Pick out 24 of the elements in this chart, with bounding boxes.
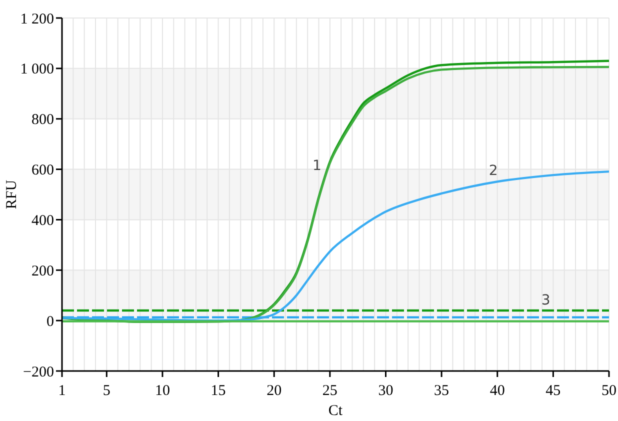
y-tick-label: 1 200 bbox=[20, 11, 54, 28]
x-tick-label: 10 bbox=[154, 383, 170, 399]
annotation: 2 bbox=[488, 163, 498, 180]
x-tick-label: 1 bbox=[58, 383, 66, 399]
x-tick-label: 20 bbox=[266, 383, 282, 399]
y-tick-label: −200 bbox=[23, 364, 54, 380]
annotation: 1 bbox=[312, 158, 322, 174]
y-axis-title: RFU bbox=[4, 180, 20, 210]
x-tick-label: 5 bbox=[102, 383, 110, 399]
x-tick-label: 25 bbox=[322, 383, 338, 399]
annotation: 3 bbox=[541, 292, 550, 308]
x-tick-label: 45 bbox=[546, 383, 561, 399]
y-tick-label: 0 bbox=[46, 314, 54, 330]
x-tick-label: 40 bbox=[490, 383, 505, 399]
x-tick-label: 50 bbox=[602, 383, 616, 399]
x-tick-label: 35 bbox=[434, 383, 450, 399]
y-tick-label: 600 bbox=[32, 162, 54, 179]
y-tick-label: 200 bbox=[32, 263, 54, 280]
y-tick-label: 400 bbox=[32, 212, 54, 229]
x-tick-label: 15 bbox=[210, 383, 226, 399]
x-axis-title: Ct bbox=[328, 403, 344, 419]
y-tick-label: 800 bbox=[32, 112, 54, 128]
y-tick-label: 1 000 bbox=[20, 62, 54, 78]
x-tick-label: 30 bbox=[378, 383, 394, 399]
